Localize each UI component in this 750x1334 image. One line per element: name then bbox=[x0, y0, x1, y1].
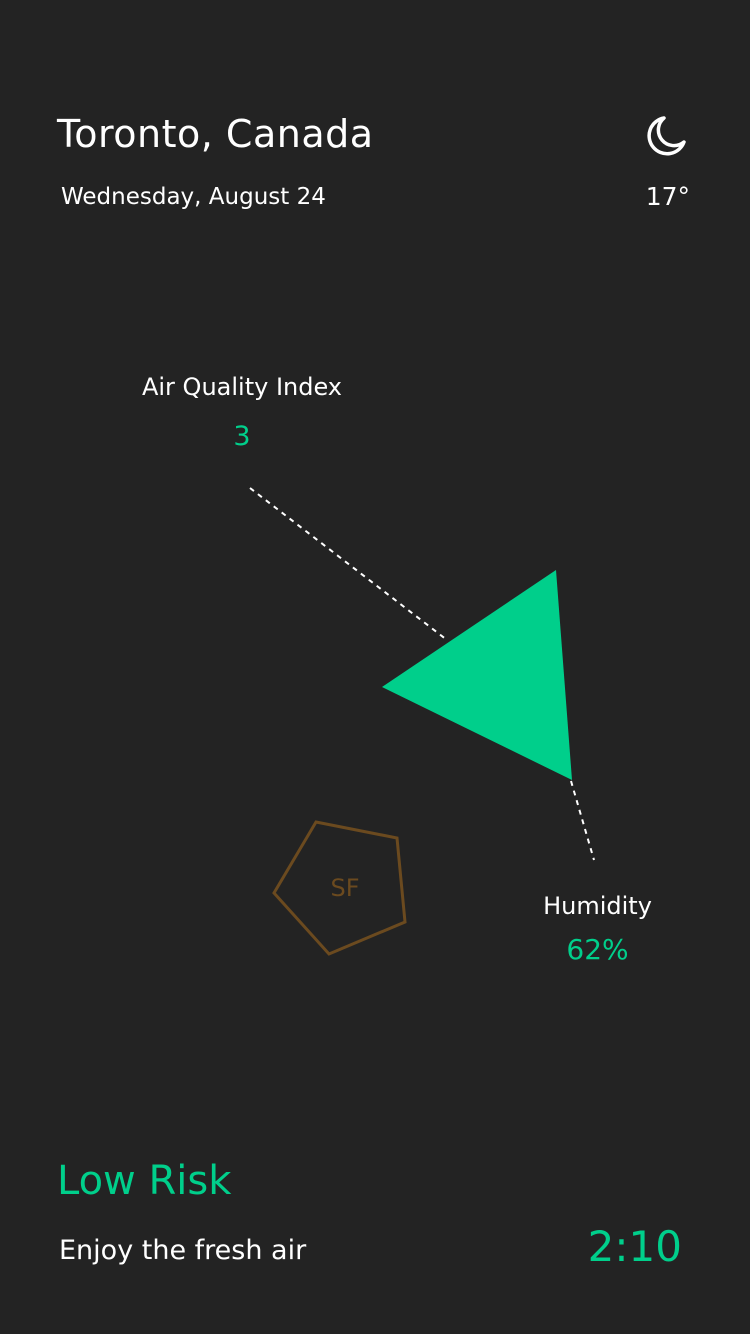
sf-pentagon-badge[interactable] bbox=[272, 820, 407, 956]
sf-badge-label: SF bbox=[330, 874, 359, 902]
air-quality-triangle[interactable] bbox=[382, 570, 572, 780]
date-label: Wednesday, August 24 bbox=[61, 184, 326, 210]
moon-icon[interactable] bbox=[642, 112, 690, 160]
risk-message: Enjoy the fresh air bbox=[59, 1235, 307, 1266]
air-quality-value: 3 bbox=[233, 421, 251, 452]
air-quality-label: Air Quality Index bbox=[141, 373, 343, 401]
temperature-label: 17° bbox=[645, 182, 690, 211]
humidity-connector-line bbox=[570, 780, 595, 861]
timer-value: 2:10 bbox=[587, 1222, 682, 1271]
risk-level: Low Risk bbox=[57, 1158, 232, 1204]
humidity-value: 62% bbox=[566, 933, 629, 966]
aqi-connector-line bbox=[249, 487, 448, 641]
humidity-label: Humidity bbox=[543, 892, 652, 920]
city-title: Toronto, Canada bbox=[57, 112, 374, 156]
